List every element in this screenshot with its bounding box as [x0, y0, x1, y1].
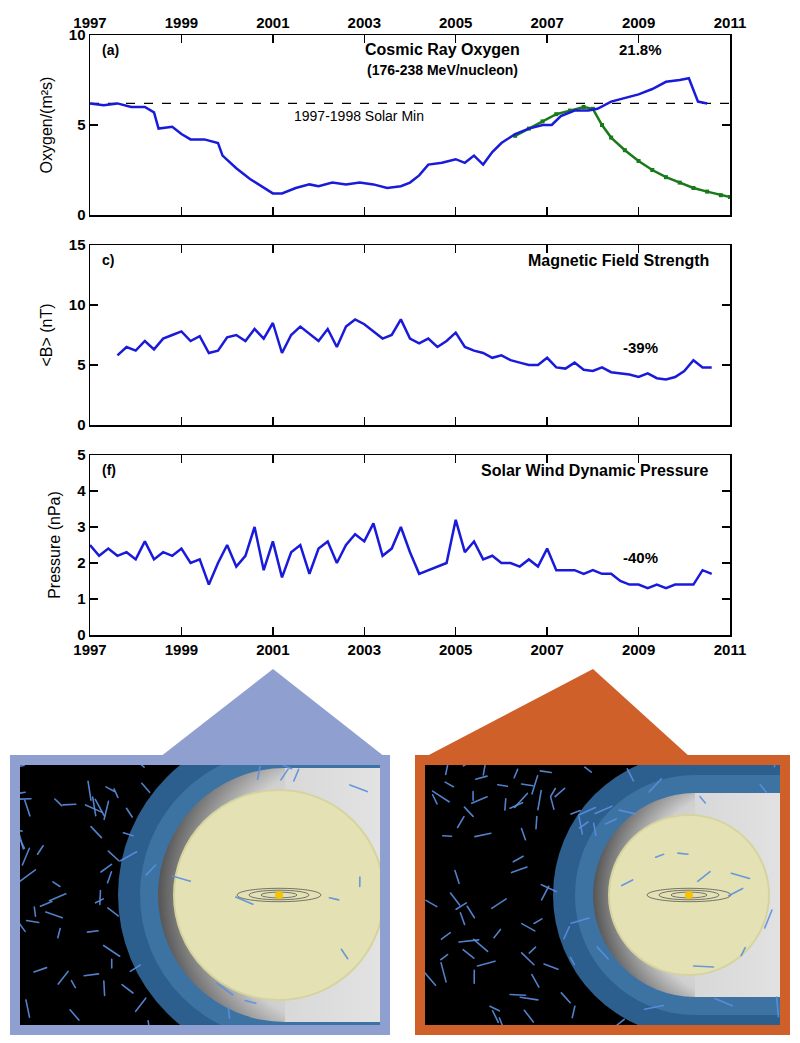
svg-text:21.8%: 21.8%: [619, 41, 662, 58]
svg-text:0: 0: [77, 416, 85, 433]
svg-text:Cosmic Ray Oxygen: Cosmic Ray Oxygen: [365, 41, 520, 58]
svg-text:1999: 1999: [165, 641, 198, 658]
svg-text:2: 2: [77, 554, 85, 571]
svg-text:2003: 2003: [348, 14, 381, 31]
svg-text:15: 15: [69, 236, 86, 253]
svg-text:2007: 2007: [530, 641, 563, 658]
svg-text:-40%: -40%: [623, 549, 658, 566]
svg-text:3: 3: [77, 518, 85, 535]
svg-text:Pressure (nPa): Pressure (nPa): [46, 491, 63, 599]
svg-text:5: 5: [77, 116, 85, 133]
svg-text:-39%: -39%: [623, 339, 658, 356]
svg-text:1997-1998 Solar Min: 1997-1998 Solar Min: [294, 108, 424, 124]
svg-text:10: 10: [69, 296, 86, 313]
svg-text:(a): (a): [102, 42, 119, 58]
svg-text:c): c): [102, 252, 114, 268]
svg-text:10: 10: [69, 26, 86, 43]
svg-text:Magnetic Field Strength: Magnetic Field Strength: [528, 252, 709, 269]
svg-text:2009: 2009: [622, 14, 655, 31]
svg-text:2003: 2003: [348, 641, 381, 658]
svg-text:2001: 2001: [256, 641, 289, 658]
svg-text:2011: 2011: [714, 641, 747, 658]
svg-text:5: 5: [77, 446, 85, 463]
svg-text:4: 4: [77, 482, 86, 499]
svg-text:2001: 2001: [256, 14, 289, 31]
svg-text:1997: 1997: [73, 14, 106, 31]
svg-text:0: 0: [77, 626, 85, 643]
svg-text:0: 0: [77, 206, 85, 223]
svg-text:Solar Wind Dynamic Pressure: Solar Wind Dynamic Pressure: [481, 462, 709, 479]
svg-text:2005: 2005: [439, 14, 472, 31]
svg-text:1997: 1997: [73, 641, 106, 658]
svg-text:2009: 2009: [622, 641, 655, 658]
svg-text:(f): (f): [102, 462, 116, 478]
svg-text:5: 5: [77, 356, 85, 373]
svg-text:(176-238 MeV/nucleon): (176-238 MeV/nucleon): [367, 62, 518, 78]
svg-text:Oxygen/(m²s): Oxygen/(m²s): [38, 77, 55, 174]
svg-text:1999: 1999: [165, 14, 198, 31]
svg-text:1: 1: [77, 590, 85, 607]
svg-text:2007: 2007: [530, 14, 563, 31]
svg-text:<B> (nT): <B> (nT): [38, 303, 55, 366]
svg-text:2005: 2005: [439, 641, 472, 658]
svg-text:2011: 2011: [714, 14, 747, 31]
